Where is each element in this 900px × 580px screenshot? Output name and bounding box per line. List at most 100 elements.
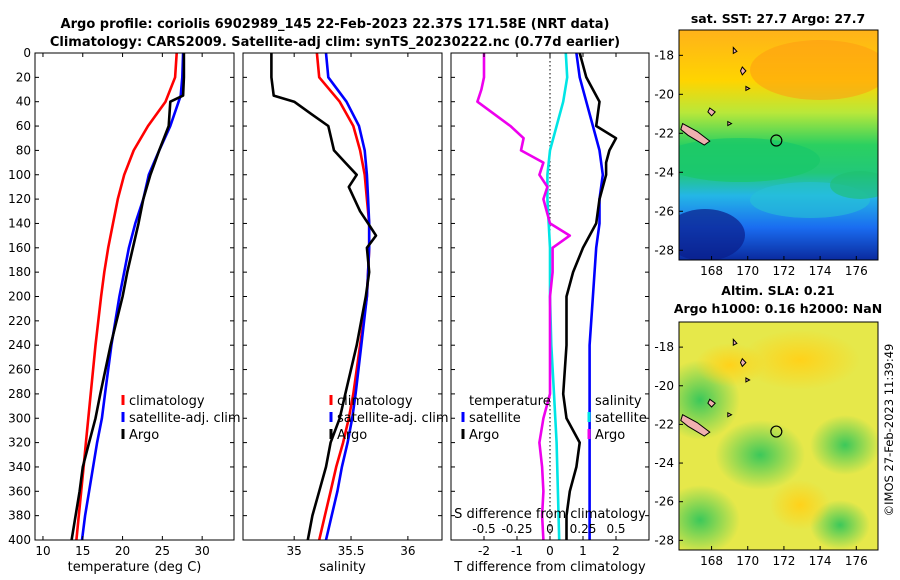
island-shape [745,85,751,92]
x-tick-label: 20 [115,544,130,558]
y-tick-label: 0 [23,46,31,60]
island-shape [745,377,751,383]
x-tick-label: -2 [478,544,490,558]
difference-panel: -2 -1 0 1 2 T difference from climatology temp… [450,52,650,575]
legend-label: Argo [337,428,367,443]
series-temperature-argo-line [561,52,618,540]
series-satellite-adj-clim-line [80,52,185,541]
y-tick-label: 120 [8,192,31,206]
x-tick-label: 2 [612,544,620,558]
y-tick-label: 340 [8,460,31,474]
map-x-tick-label: 168 [700,264,723,278]
y-tick-label: 260 [8,363,31,377]
sst-map-image [679,30,878,260]
x-tick-label: 35 [287,544,302,558]
map-x-tick-label: 170 [736,554,759,568]
series-salinity-argo-line [476,53,572,541]
legend-label: satellite [469,411,521,426]
island-shape [680,122,711,146]
y-tick-label: 360 [8,484,31,498]
y-tick-label: 280 [8,387,31,401]
x-tick-label: 30 [195,544,210,558]
y-tick-label: 220 [8,314,31,328]
series-argo-line [70,53,186,541]
series-climatology-line [75,52,178,541]
map-x-tick-label: 170 [736,264,759,278]
map-y-tick-label: -20 [654,87,674,101]
map-y-tick-label: -24 [654,165,674,179]
x-top-tick-label: 0.25 [570,522,597,536]
x-top-tick-label: 0 [546,522,554,536]
map-y-tick-label: -28 [654,533,674,547]
map-y-tick-label: -26 [654,204,674,218]
y-tick-label: 20 [16,70,31,84]
map-y-tick-label: -18 [654,48,674,62]
x-top-tick-label: -0.5 [472,522,495,536]
map-y-tick-label: -26 [654,495,674,509]
island-shape [727,120,733,127]
y-tick-label: 40 [16,95,31,109]
argo-position-marker [770,134,783,147]
map-x-tick-label: 172 [772,264,795,278]
island-shape [739,66,747,76]
legend-label: climatology [337,394,413,409]
salinity-panel: 35 35.5 36 salinity climatology satellite-adj… [242,52,449,575]
map-y-tick-label: -22 [654,126,674,140]
legend-label: temperature [469,394,551,409]
map-y-tick-label: -28 [654,243,674,257]
sla-map-title-line2: Argo h1000: 0.16 h2000: NaN [674,301,882,316]
map-y-tick-label: -20 [654,379,674,393]
x-tick-label: 25 [155,544,170,558]
island-shape [707,398,716,408]
sst_map-overlay: 168 170 172 174 176 -18 -20 -22 -24 -26 -28 [654,46,868,278]
temperature-axes-frame [34,52,235,541]
y-tick-label: 60 [16,119,31,133]
island-shape [732,46,738,55]
x-top-tick-label: 0.5 [606,522,625,536]
island-shape [680,413,711,437]
x-tick-label: 1 [579,544,587,558]
x-tick-label: 10 [35,544,50,558]
y-tick-label: 320 [8,436,31,450]
map-y-tick-label: -24 [654,456,674,470]
island-shape [727,411,733,418]
map-x-tick-label: 174 [809,554,832,568]
island-shape [707,107,716,117]
y-tick-label: 240 [8,338,31,352]
x-tick-label: 0 [546,544,554,558]
y-tick-label: 180 [8,265,31,279]
island-shape [732,338,738,347]
map-x-tick-label: 176 [845,554,868,568]
map-x-tick-label: 174 [809,264,832,278]
series-satellite-adj-clim-line [324,52,371,541]
series-temperature-satellite-line [575,52,605,540]
temperature-panel: 0 20 40 60 80 100 120 140 160 180 200 220 240 260 280 3… [8,46,241,575]
x-tick-label: 15 [75,544,90,558]
y-tick-label: 400 [8,533,31,547]
x-top-tick-label: -0.25 [501,522,532,536]
y-tick-label: 380 [8,509,31,523]
legend-label: satellite-adj. clim [129,411,241,426]
map-y-tick-label: -22 [654,417,674,431]
island-shape [739,357,747,368]
x-tick-label: 35.5 [338,544,365,558]
y-tick-label: 140 [8,216,31,230]
legend-label: satellite-adj. clim [337,411,449,426]
credit-text: ©IMOS 27-Feb-2023 11:39:49 [882,344,896,517]
argo-position-marker [770,425,783,438]
map-x-tick-label: 176 [845,264,868,278]
map-y-tick-label: -18 [654,340,674,354]
y-tick-label: 160 [8,241,31,255]
x-tick-label: 36 [400,544,415,558]
series-argo-line [270,53,378,541]
legend-label: Argo [469,428,499,443]
header-line2: Climatology: CARS2009. Satellite-adj cli… [50,35,620,50]
sla-map-image [679,322,878,550]
sla-map-title-line1: Altim. SLA: 0.21 [721,283,834,298]
legend-label: satellite [595,411,647,426]
y-tick-label: 80 [16,143,31,157]
salinity-xlabel: salinity [319,560,366,575]
legend-label: salinity [595,394,642,409]
y-tick-label: 300 [8,411,31,425]
